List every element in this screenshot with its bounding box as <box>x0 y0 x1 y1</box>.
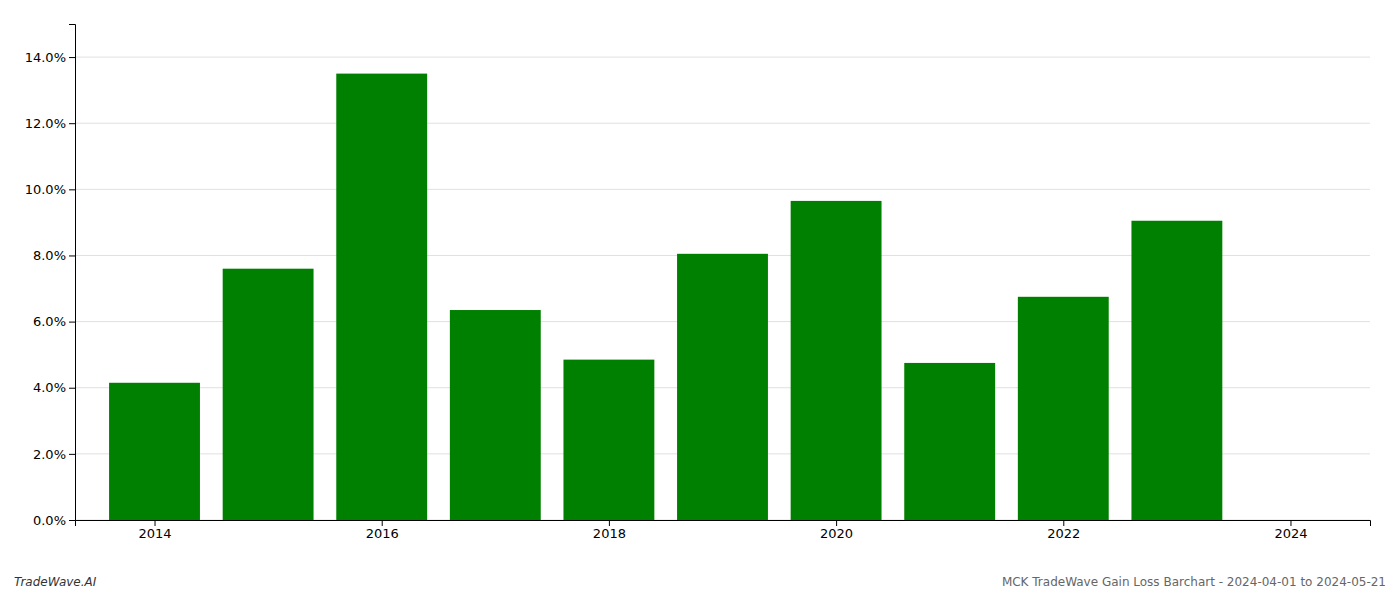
y-tick-mark <box>69 255 75 256</box>
x-tick: 2024 <box>1274 520 1307 541</box>
footer-text: MCK TradeWave Gain Loss Barchart - 2024-… <box>1002 575 1386 589</box>
y-tick-mark <box>69 57 75 58</box>
x-axis-line <box>76 521 1371 527</box>
y-tick: 2.0% <box>33 447 75 462</box>
x-tick: 2014 <box>138 520 171 541</box>
y-tick: 8.0% <box>33 248 75 263</box>
bar <box>677 254 768 520</box>
grid-line <box>75 57 1370 58</box>
x-tick: 2022 <box>1047 520 1080 541</box>
x-tick-mark <box>1290 520 1291 526</box>
x-tick: 2020 <box>820 520 853 541</box>
x-tick: 2016 <box>366 520 399 541</box>
x-axis: 2014 2016 2018 2020 2022 2024 <box>76 520 1371 541</box>
y-tick-label: 2.0% <box>33 447 66 462</box>
x-tick-label: 2014 <box>138 526 171 541</box>
x-tick-label: 2020 <box>820 526 853 541</box>
y-tick: 4.0% <box>33 380 75 395</box>
y-tick: 12.0% <box>25 116 75 131</box>
y-tick-label: 6.0% <box>33 314 66 329</box>
x-tick-mark <box>1063 520 1064 526</box>
y-tick: 0.0% <box>33 513 75 528</box>
y-axis-line <box>69 25 76 521</box>
y-tick-label: 12.0% <box>25 116 66 131</box>
x-tick-label: 2018 <box>593 526 626 541</box>
bar <box>223 269 314 520</box>
y-tick-label: 0.0% <box>33 513 66 528</box>
x-tick-mark <box>609 520 610 526</box>
bar <box>791 201 882 520</box>
footer-text: TradeWave.AI <box>14 575 97 589</box>
plot: 2014 2016 2018 2020 2022 2024 0.0% 2.0% 4.0% 6.0%… <box>25 25 1371 542</box>
y-tick-mark <box>69 189 75 190</box>
x-tick-mark <box>382 520 383 526</box>
y-tick: 6.0% <box>33 314 75 329</box>
bar <box>450 310 541 520</box>
y-tick: 14.0% <box>25 50 75 65</box>
bar <box>1018 297 1109 520</box>
bar <box>563 360 654 520</box>
bars <box>109 74 1222 520</box>
y-tick-mark <box>69 123 75 124</box>
x-tick-mark <box>155 520 156 526</box>
x-tick-label: 2016 <box>366 526 399 541</box>
y-tick-label: 14.0% <box>25 50 66 65</box>
bar <box>904 363 995 520</box>
chart: 2014 2016 2018 2020 2022 2024 0.0% 2.0% 4.0% 6.0%… <box>0 0 1400 600</box>
y-tick: 10.0% <box>25 182 75 197</box>
y-tick-mark <box>69 520 75 521</box>
x-tick: 2018 <box>593 520 626 541</box>
grid-line <box>75 189 1370 190</box>
y-tick-mark <box>69 322 75 323</box>
y-tick-mark <box>69 388 75 389</box>
x-tick-mark <box>836 520 837 526</box>
bar <box>1131 221 1222 520</box>
y-tick-label: 10.0% <box>25 182 66 197</box>
bar <box>109 383 200 520</box>
y-tick-mark <box>69 454 75 455</box>
x-tick-label: 2024 <box>1274 526 1307 541</box>
y-tick-label: 4.0% <box>33 380 66 395</box>
bar <box>336 74 427 520</box>
x-tick-label: 2022 <box>1047 526 1080 541</box>
y-tick-label: 8.0% <box>33 248 66 263</box>
grid-line <box>75 123 1370 124</box>
grid <box>75 57 1370 520</box>
y-axis: 0.0% 2.0% 4.0% 6.0% 8.0% 10.0% 12.0% 14.0% <box>25 25 76 528</box>
